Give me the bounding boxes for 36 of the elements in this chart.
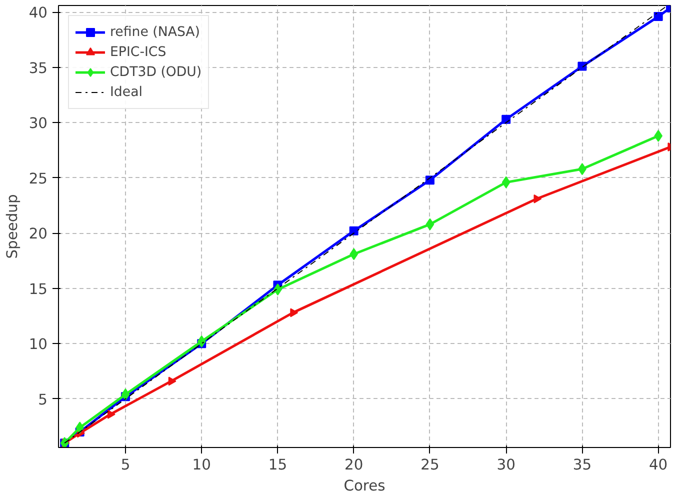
- y-tick-label: 10: [28, 336, 48, 354]
- y-axis-title: Speedup: [4, 194, 21, 259]
- point: [290, 308, 298, 318]
- point: [578, 62, 587, 71]
- y-tick-label: 25: [28, 170, 48, 188]
- x-tick-label: 35: [572, 456, 592, 474]
- point: [349, 226, 358, 236]
- point: [534, 194, 542, 204]
- point: [168, 376, 176, 386]
- y-tick-label: 35: [28, 60, 48, 77]
- point: [502, 176, 510, 188]
- point: [121, 388, 130, 400]
- x-tick-label: 5: [120, 456, 130, 474]
- point: [425, 176, 434, 185]
- x-tick-label: 30: [496, 456, 516, 474]
- y-tick-label: 15: [28, 280, 48, 298]
- y-tick-label: 5: [38, 391, 48, 408]
- y-tick-label: 40: [28, 4, 48, 22]
- point: [197, 335, 206, 348]
- x-tick-label: 40: [648, 456, 668, 474]
- point: [107, 410, 116, 419]
- x-axis-title: Cores: [344, 478, 386, 494]
- legend-label: EPIC-ICS: [110, 44, 166, 60]
- y-tick-label: 30: [28, 115, 48, 132]
- y-tick-label: 20: [28, 226, 48, 243]
- point: [654, 12, 663, 22]
- x-tick-label: 15: [268, 456, 288, 474]
- legend-label: CDT3D (ODU): [110, 64, 202, 80]
- point: [502, 114, 511, 124]
- legend-label: Ideal: [110, 84, 142, 100]
- point: [426, 218, 434, 230]
- legend-label: refine (NASA): [110, 24, 200, 40]
- x-tick-label: 10: [192, 456, 211, 474]
- x-tick-label: 20: [344, 456, 364, 474]
- point: [350, 248, 358, 260]
- x-tick-label: 25: [420, 456, 440, 474]
